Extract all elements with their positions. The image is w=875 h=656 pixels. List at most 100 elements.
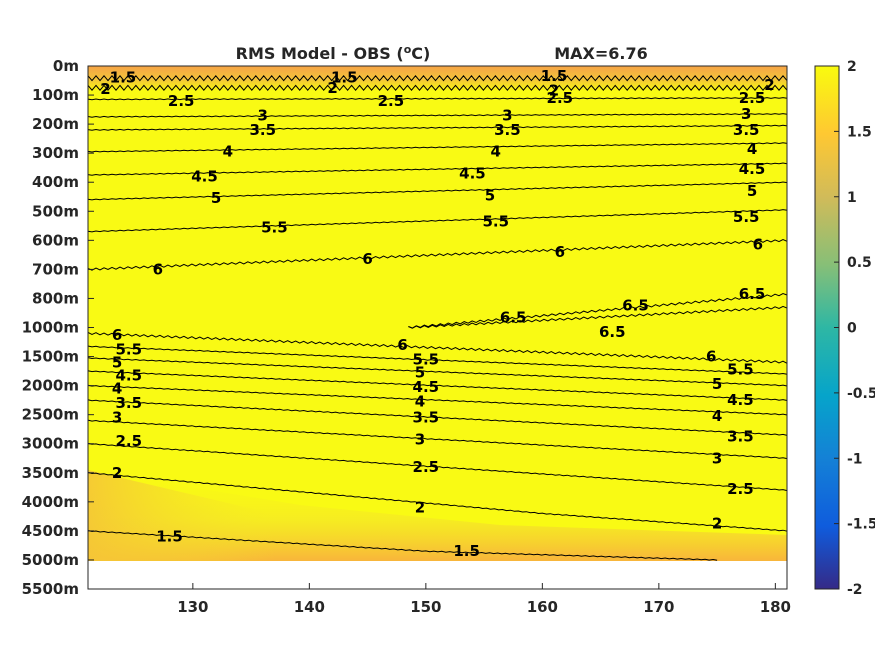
x-tick-label: 130 (177, 598, 208, 616)
contour-label: 3 (415, 430, 425, 448)
contour-label: 2 (549, 82, 559, 100)
contour-labels: 1.5 1.5 1.52 2 2 22.5 2.5 2.5 2.53 3 33.5 3.5 3.54 4 4… (100, 67, 774, 560)
contour-label: 3 (712, 449, 722, 467)
contour-label: 5 (112, 353, 122, 371)
colorbar-tick-label: 0 (847, 321, 857, 337)
contour-label: 4.5 (115, 366, 142, 384)
contour-line-4-5 (87, 370, 788, 401)
contour-line-1-5 (87, 75, 788, 82)
y-tick-label: 1000m (22, 319, 79, 337)
contour-label: 4 (415, 393, 425, 411)
x-axis: 130 140 150 160 170 180 (177, 583, 791, 616)
contour-label: 4.5 (459, 165, 486, 183)
contour-line-3-5 (87, 124, 788, 131)
y-tick-label: 2500m (22, 406, 79, 424)
contour-label: 6 (753, 236, 763, 254)
contour-line-4 (87, 142, 788, 153)
y-tick-label: 1500m (22, 348, 79, 366)
contour-label: 2.5 (115, 432, 142, 450)
contour-line-3 (87, 419, 788, 460)
contour-label: 3 (258, 106, 268, 124)
y-tick-label: 4500m (22, 522, 79, 540)
contour-label: 3 (741, 105, 751, 123)
contour-line-6 (87, 331, 788, 364)
contour-lines (87, 75, 788, 561)
x-tick-label: 170 (643, 598, 674, 616)
contour-label: 2.5 (168, 92, 195, 110)
contour-label: 3.5 (494, 121, 521, 139)
contour-line-4 (87, 384, 788, 416)
colorbar: 2 1.5 1 0.5 0 -0.5 -1 -1.5 -2 (814, 59, 875, 598)
y-tick-label: 5500m (22, 580, 79, 598)
contour-label: 5 (211, 189, 221, 207)
contour-label: 3.5 (727, 427, 754, 445)
colorbar-tick-label: 1.5 (847, 124, 872, 140)
x-tick-label: 160 (527, 598, 558, 616)
colorbar-tick-label: -1 (847, 451, 863, 467)
contour-line-3-5 (87, 399, 788, 436)
contour-label: 5.5 (413, 350, 440, 368)
contour-line-6-5 (408, 305, 788, 329)
contour-label: 1.5 (110, 69, 137, 87)
contour-line-6 (87, 238, 788, 271)
chart-title: RMS Model - OBS (oC) (236, 43, 431, 63)
contour-line-1-5 (87, 530, 718, 561)
contour-label: 4.5 (727, 391, 754, 409)
y-tick-label: 3000m (22, 435, 79, 453)
y-tick-label: 600m (32, 231, 79, 249)
colorbar-tick-label: -0.5 (847, 386, 875, 402)
y-tick-label: 500m (32, 202, 79, 220)
contour-line-6-5 (408, 292, 788, 329)
contour-label: 5.5 (727, 361, 754, 379)
contour-label: 4.5 (413, 378, 440, 396)
contour-line-2-5 (87, 442, 788, 492)
contour-line-5 (87, 357, 788, 387)
colorbar-tick-label: 1 (847, 190, 857, 206)
plot-area: 1.5 1.5 1.52 2 2 22.5 2.5 2.5 2.53 3 33.5 3.5 3.54 4 4… (87, 65, 788, 590)
colorbar-tick-label: -1.5 (847, 517, 875, 533)
contour-label: 3 (112, 409, 122, 427)
contour-line-4-5 (87, 162, 788, 176)
contour-label: 2 (712, 515, 722, 533)
contour-label: 3.5 (413, 409, 440, 427)
colorbar-tick-label: 0.5 (847, 255, 872, 271)
contour-label: 4 (112, 380, 122, 398)
contour-label: 5.5 (261, 218, 288, 236)
y-tick-label: 2000m (22, 377, 79, 395)
contour-label: 2.5 (739, 89, 766, 107)
x-tick-label: 140 (294, 598, 325, 616)
y-tick-label: 800m (32, 289, 79, 307)
contour-label: 5.5 (482, 212, 509, 230)
max-value-label: MAX=6.76 (554, 44, 648, 63)
contour-label: 3.5 (733, 121, 760, 139)
y-tick-label: 4000m (22, 493, 79, 511)
contour-label: 6 (706, 348, 716, 366)
contour-line-2 (87, 84, 788, 91)
contour-label: 6.5 (599, 323, 626, 341)
colorbar-ticks: 2 1.5 1 0.5 0 -0.5 -1 -1.5 -2 (834, 59, 875, 598)
contour-label: 2 (327, 79, 337, 97)
contour-label: 1.5 (453, 542, 480, 560)
contour-label: 6 (555, 243, 565, 261)
contour-label: 5 (415, 364, 425, 382)
y-tick-label: 100m (32, 86, 79, 104)
y-tick-label: 0m (53, 57, 79, 75)
contour-label: 5 (485, 186, 495, 204)
contour-label: 1.5 (541, 67, 568, 85)
field-fill (88, 66, 787, 561)
contour-line-5-5 (87, 345, 788, 375)
contour-label: 5 (747, 182, 757, 200)
contour-label: 4 (747, 140, 757, 158)
contour-label: 6 (397, 336, 407, 354)
contour-label: 3.5 (249, 121, 276, 139)
contour-label: 2 (764, 76, 774, 94)
colorbar-tick-label: -2 (847, 582, 863, 598)
contour-line-3 (87, 113, 788, 118)
contour-label: 6.5 (622, 297, 649, 315)
y-tick-label: 300m (32, 144, 79, 162)
contour-label: 6.5 (500, 308, 527, 326)
contour-label: 2.5 (727, 480, 754, 498)
contour-label: 6 (153, 260, 163, 278)
contour-label: 2.5 (413, 458, 440, 476)
